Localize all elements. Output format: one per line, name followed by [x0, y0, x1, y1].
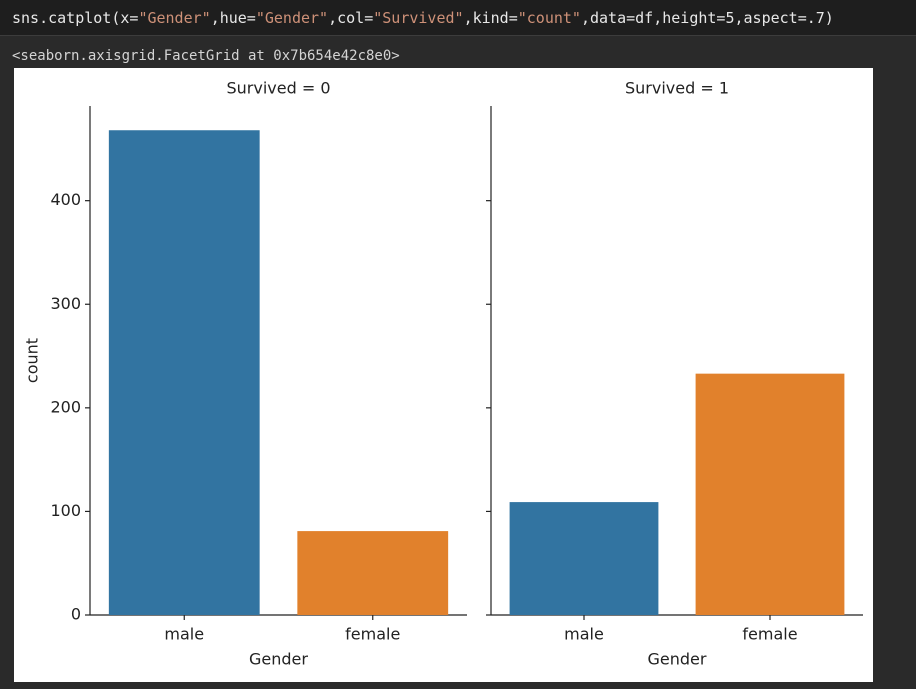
- panel-title: Survived = 1: [625, 79, 729, 98]
- x-tick-label: male: [564, 625, 604, 644]
- code-token: "count": [517, 9, 581, 27]
- code-token: "Gender": [138, 9, 211, 27]
- panel-title: Survived = 0: [226, 79, 330, 98]
- code-token: ,col=: [328, 9, 374, 27]
- y-axis-label: count: [23, 338, 42, 383]
- chart: Survived = 0 0 100 200 300 400 count Gender male…: [14, 68, 873, 682]
- code-token: ,kind=: [463, 9, 518, 27]
- code-token: "Survived": [373, 9, 464, 27]
- code-token: "Gender": [255, 9, 329, 27]
- x-tick-label: female: [345, 625, 400, 644]
- code-line[interactable]: sns.catplot(x="Gender",hue="Gender",col=…: [0, 0, 916, 36]
- y-tick-label: 300: [50, 294, 81, 313]
- code-token: sns.catplot(x=: [12, 9, 139, 27]
- x-tick-label: male: [164, 625, 204, 644]
- x-axis-label: Gender: [249, 650, 308, 669]
- bar: [695, 373, 845, 615]
- bar: [297, 531, 449, 615]
- bar: [509, 502, 659, 615]
- y-tick-label: 100: [50, 501, 81, 520]
- y-tick-label: 400: [50, 190, 81, 209]
- code-token: ,data=df,height=5,aspect=.7): [580, 9, 834, 27]
- output-text: <seaborn.axisgrid.FacetGrid at 0x7b654e4…: [12, 48, 400, 64]
- x-tick-label: female: [742, 625, 797, 644]
- x-axis-label: Gender: [648, 650, 707, 669]
- y-tick-label: 200: [50, 397, 81, 416]
- bar: [108, 130, 260, 615]
- code-token: ,hue=: [210, 9, 256, 27]
- y-tick-label: 0: [71, 605, 81, 624]
